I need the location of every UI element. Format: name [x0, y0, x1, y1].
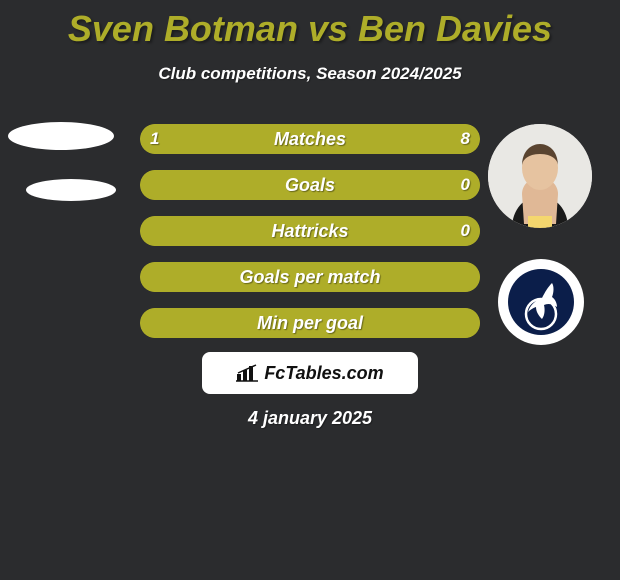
stat-row: Hattricks0 [140, 216, 480, 246]
stat-label: Goals per match [140, 262, 480, 292]
fctables-badge: FcTables.com [202, 352, 418, 394]
stat-label: Goals [140, 170, 480, 200]
stat-label: Matches [140, 124, 480, 154]
stat-left-value: 1 [150, 124, 159, 154]
player-photo-icon [488, 124, 592, 228]
player2-name: Ben Davies [358, 8, 552, 49]
subtitle: Club competitions, Season 2024/2025 [0, 64, 620, 84]
bar-chart-icon [236, 364, 258, 382]
stat-right-value: 0 [461, 170, 470, 200]
player1-crest-placeholder [8, 122, 114, 150]
stat-row: Goals per match [140, 262, 480, 292]
stat-right-value: 0 [461, 216, 470, 246]
stat-row: Min per goal [140, 308, 480, 338]
stat-row: Goals0 [140, 170, 480, 200]
stat-label: Min per goal [140, 308, 480, 338]
player1-photo-placeholder [26, 179, 116, 201]
stat-bars: Matches18Goals0Hattricks0Goals per match… [140, 124, 480, 354]
date-label: 4 january 2025 [0, 408, 620, 429]
player1-name: Sven Botman [68, 8, 298, 49]
page-title: Sven Botman vs Ben Davies [0, 0, 620, 50]
stat-row: Matches1 8 [140, 124, 480, 154]
comparison-card: Sven Botman vs Ben Davies Club competiti… [0, 0, 620, 580]
fctables-label: FcTables.com [264, 363, 383, 384]
stat-label: Hattricks [140, 216, 480, 246]
club-crest-icon [506, 267, 576, 337]
vs-separator: vs [298, 8, 358, 49]
stat-right-value: 8 [461, 124, 470, 154]
player2-photo [488, 124, 592, 228]
player2-club-crest [498, 259, 584, 345]
